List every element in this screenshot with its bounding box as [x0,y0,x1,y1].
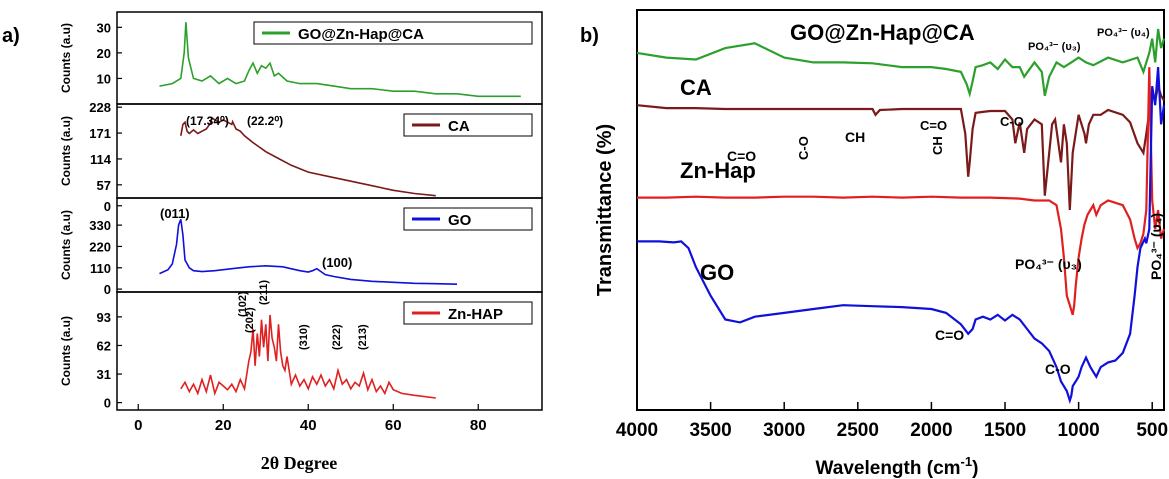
x-tick-label: 0 [134,417,142,434]
peak-annotation: (211) [258,280,270,305]
peak-annotation: (213) [357,324,369,350]
series-name-label: Zn-Hap [680,158,756,183]
y-tick-label: 20 [97,46,111,61]
peak-annotation: C=O [727,148,756,164]
y-tick-label: 62 [97,338,111,353]
peak-annotation: (100) [322,255,352,270]
series-name-label: GO@Zn-Hap@CA [790,20,975,45]
peak-annotation: (17.34⁰) [186,114,229,128]
y-tick-label: 30 [97,20,111,35]
series-line-GO [637,67,1166,405]
peak-annotation: C-O [1000,114,1024,129]
series-line-Zn-HAP [180,314,436,399]
subplot-0: 10 20 30 Counts (a.u) GO@Zn-Hap@CA [59,11,543,105]
y-axis-label: Counts (a.u) [59,23,73,93]
x-tick-label: 20 [215,417,232,434]
y-tick-label: 220 [89,239,111,254]
peak-annotation: C-O [796,136,811,160]
panel-b-plot-frame [636,9,1165,411]
peak-annotation: C=O [935,327,964,343]
subplot-1: 57 114 171 228 Counts (a.u) CA (17.34⁰) (22.2⁰) [59,100,543,199]
panel-b-y-axis-label: Transmittance (%) [594,124,616,296]
y-tick-label: 0 [104,282,111,297]
x-tick-label: 80 [470,417,487,434]
y-tick-label: 110 [90,261,111,276]
subplot-2: 0 110 220 330 0 Counts (a.u) GO (011) (100) [59,197,543,297]
subplot-3: 0 31 62 93 Counts (a.u) Zn-HAP (102) (211)(202)… [59,280,543,411]
legend-label: GO@Zn-Hap@CA [298,26,424,43]
y-tick-label: 228 [89,100,111,115]
x-tick-label: 2500 [837,420,879,441]
y-tick-label: 93 [97,310,111,325]
x-tick-label: 1500 [984,420,1026,441]
peak-annotation: (102) [237,291,249,317]
legend-label: CA [448,118,470,135]
panel-a-plots: 10 20 30 Counts (a.u) GO@Zn-Hap@CA 57 114 171 22… [59,11,543,411]
y-tick-label: 10 [97,71,111,86]
legend-box [403,301,533,325]
y-axis-label: Counts (a.u) [59,116,73,186]
panel-a-x-ticks: 0 20 40 60 80 [134,404,487,434]
subplot-frame [116,291,543,411]
peak-annotation: C=O [920,118,947,133]
legend-box [403,113,533,137]
legend: GO [403,207,533,231]
legend-box [253,21,533,45]
peak-annotation: (310) [298,324,310,350]
legend: CA [403,113,533,137]
peak-annotation: C-O [1045,361,1071,377]
y-tick-label: 0 [104,199,111,214]
peak-annotation: (202) [244,307,256,333]
peak-annotation: PO₄³⁻ (υ₃) [1028,41,1081,53]
x-tick-label: 40 [300,417,317,434]
panel-b-label: b) [580,25,599,47]
legend-label: GO [448,212,472,229]
series-name-label: CA [680,75,712,100]
x-tick-label: 500 [1136,420,1168,441]
legend-box [403,207,533,231]
peak-annotation: PO₄³⁻ (υ₄) [1148,213,1164,280]
legend-label: Zn-HAP [448,306,503,323]
x-tick-label: 2000 [910,420,952,441]
y-tick-label: 171 [89,126,111,141]
y-axis-label: Counts (a.u) [59,210,73,280]
panel-b-plots: GO@Zn-Hap@CA CA Zn-Hap GO C=O C-O PO₄³⁻ (υ₃) PO… [636,20,1166,405]
panel-b-x-axis-label-sup: -1 [961,454,973,469]
panel-a-label: a) [2,25,20,47]
y-tick-label: 57 [97,178,111,193]
y-tick-label: 0 [104,396,111,411]
x-tick-label: 60 [385,417,402,434]
peak-annotation: (22.2⁰) [247,114,283,128]
series-line-CA [180,116,436,197]
peak-annotation: PO₄³⁻ (υ₄) [1097,27,1150,39]
panel-a-x-axis-label: 2θ Degree [261,453,338,473]
panel-b-x-ticks: 4000 3500 3000 2500 2000 1500 1000 500 [616,402,1168,441]
legend: Zn-HAP [403,301,533,325]
x-tick-label: 1000 [1057,420,1099,441]
legend: GO@Zn-Hap@CA [253,21,533,45]
series-name-label: GO [700,260,734,285]
y-tick-label: 114 [90,152,112,167]
x-tick-label: 4000 [616,420,658,441]
peak-annotation: PO₄³⁻ (υ₃) [1015,256,1082,272]
series-line-GO [159,219,458,285]
panel-b-x-axis-label: Wavelength (cm-1) [816,454,979,479]
x-tick-label: 3500 [689,420,731,441]
y-tick-label: 31 [97,367,111,382]
peak-annotation: CH [930,136,945,155]
peak-annotation: CH [845,129,865,145]
panel-b-x-axis-label-main: Wavelength (cm [816,458,961,479]
x-tick-label: 3000 [763,420,805,441]
peak-annotation: (011) [160,206,190,221]
panel-b-x-axis-label-end: ) [972,458,978,479]
peak-annotation: (222) [331,324,343,350]
y-tick-label: 330 [89,218,111,233]
series-line-GO@Zn-Hap@CA [636,28,1166,98]
series-line-GO@Zn-Hap@CA [159,22,521,98]
y-axis-label: Counts (a.u) [59,316,73,386]
series-line-Zn-Hap [637,67,1166,316]
series-line-CA [636,81,1165,211]
